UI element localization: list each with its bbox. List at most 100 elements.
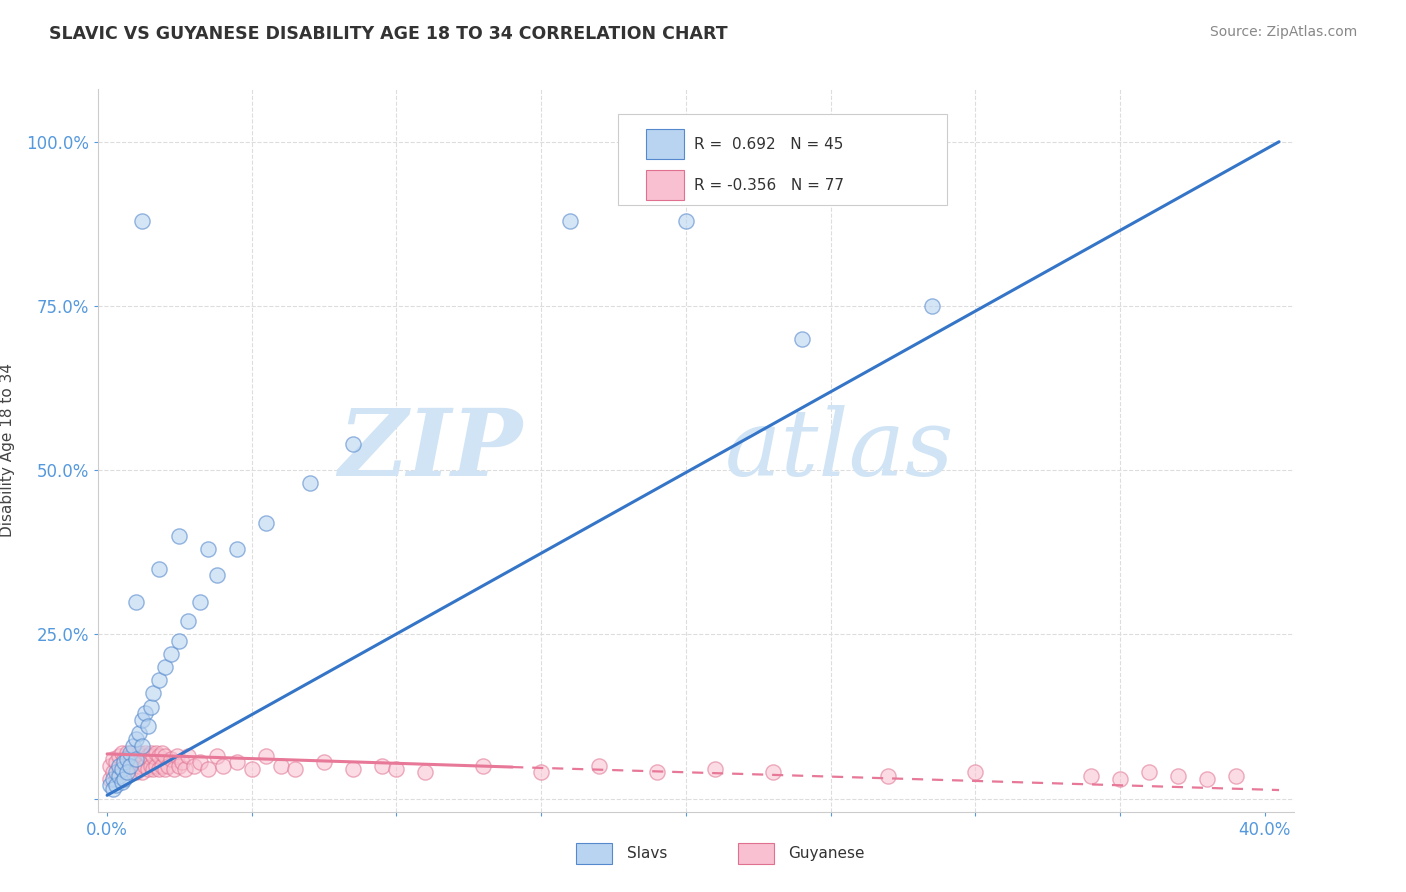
Point — [139, 746, 162, 760]
Point — [790, 332, 813, 346]
Point — [205, 748, 228, 763]
Point — [169, 529, 191, 543]
Point — [120, 748, 142, 763]
Point — [148, 673, 170, 688]
Point — [530, 765, 553, 780]
Point — [588, 758, 610, 772]
Point — [128, 746, 150, 760]
Text: Source: ZipAtlas.com: Source: ZipAtlas.com — [1209, 25, 1357, 39]
Point — [120, 758, 142, 772]
Point — [205, 568, 228, 582]
Point — [226, 541, 249, 556]
Point — [1137, 765, 1160, 780]
Point — [145, 758, 167, 772]
Point — [122, 746, 145, 760]
Point — [385, 762, 408, 776]
Point — [188, 756, 211, 770]
Text: R = -0.356   N = 77: R = -0.356 N = 77 — [693, 178, 844, 193]
Text: atlas: atlas — [724, 406, 955, 495]
Point — [163, 762, 186, 776]
Point — [240, 762, 263, 776]
Point — [1225, 769, 1247, 783]
Point — [148, 562, 170, 576]
Point — [558, 213, 581, 227]
Point — [166, 748, 188, 763]
Point — [134, 746, 156, 760]
Point — [188, 594, 211, 608]
Point — [117, 746, 139, 760]
Point — [298, 476, 321, 491]
Point — [125, 594, 148, 608]
Point — [110, 746, 132, 760]
Point — [110, 775, 132, 789]
Point — [139, 699, 162, 714]
Point — [159, 752, 181, 766]
Point — [254, 748, 277, 763]
Point — [142, 748, 165, 763]
Point — [703, 762, 725, 776]
Point — [107, 769, 129, 783]
Text: R =  0.692   N = 45: R = 0.692 N = 45 — [693, 136, 844, 152]
Point — [131, 713, 153, 727]
Point — [107, 765, 129, 780]
Point — [342, 762, 364, 776]
Point — [131, 748, 153, 763]
Point — [114, 772, 136, 786]
Point — [134, 706, 156, 721]
Point — [183, 758, 205, 772]
Point — [965, 765, 987, 780]
Point — [120, 765, 142, 780]
Point — [177, 614, 200, 628]
Point — [134, 758, 156, 772]
Point — [169, 758, 191, 772]
Point — [177, 748, 200, 763]
Point — [131, 213, 153, 227]
Point — [122, 739, 145, 753]
Point — [314, 756, 336, 770]
Point — [120, 746, 142, 760]
Bar — [645, 129, 685, 160]
Point — [125, 732, 148, 747]
Point — [104, 779, 127, 793]
Point — [156, 758, 179, 772]
Point — [114, 765, 136, 780]
Point — [104, 765, 127, 780]
Y-axis label: Disability Age 18 to 34: Disability Age 18 to 34 — [0, 363, 15, 538]
Point — [104, 772, 127, 786]
Point — [211, 758, 233, 772]
Point — [877, 769, 900, 783]
Point — [148, 762, 170, 776]
Point — [172, 756, 194, 770]
Point — [110, 762, 132, 776]
Point — [98, 779, 121, 793]
Point — [254, 516, 277, 530]
Point — [114, 752, 136, 766]
Point — [153, 660, 176, 674]
Point — [645, 765, 668, 780]
Point — [110, 758, 132, 772]
Text: SLAVIC VS GUYANESE DISABILITY AGE 18 TO 34 CORRELATION CHART: SLAVIC VS GUYANESE DISABILITY AGE 18 TO … — [49, 25, 728, 43]
Point — [117, 765, 139, 780]
Text: Guyanese: Guyanese — [787, 847, 865, 861]
Point — [1167, 769, 1189, 783]
Point — [98, 758, 121, 772]
Point — [159, 647, 181, 661]
Bar — [576, 843, 613, 864]
Point — [136, 748, 159, 763]
Point — [122, 758, 145, 772]
Point — [675, 213, 697, 227]
Point — [472, 758, 495, 772]
Bar — [645, 170, 685, 201]
Point — [174, 762, 197, 776]
Point — [921, 299, 943, 313]
Point — [101, 781, 124, 796]
FancyBboxPatch shape — [619, 114, 948, 205]
Point — [762, 765, 785, 780]
Point — [197, 762, 219, 776]
Point — [117, 752, 139, 766]
Point — [104, 756, 127, 770]
Point — [125, 752, 148, 766]
Point — [153, 748, 176, 763]
Point — [145, 746, 167, 760]
Point — [1195, 772, 1218, 786]
